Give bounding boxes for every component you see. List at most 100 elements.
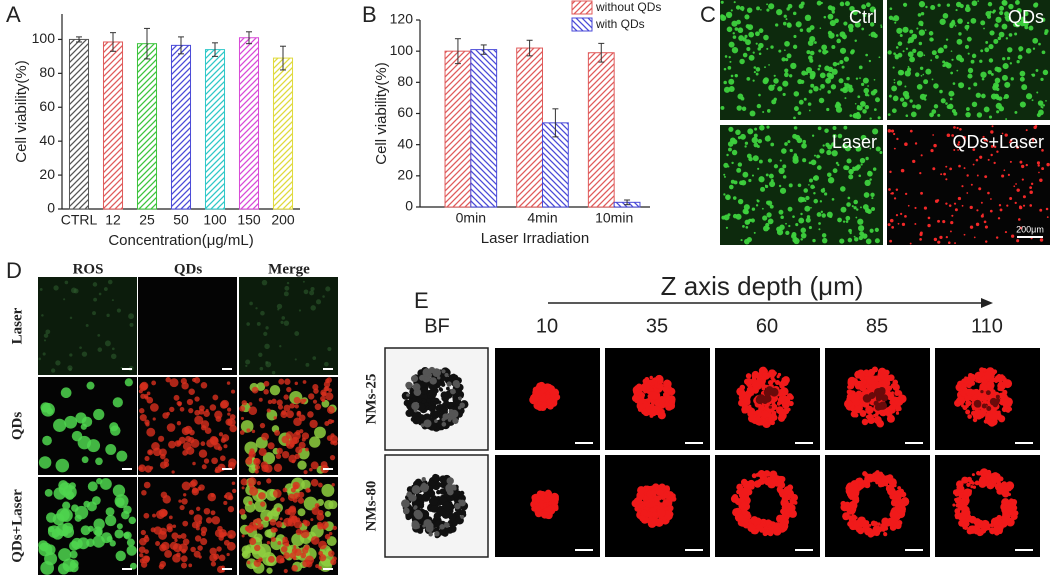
cell-spot — [249, 302, 253, 306]
bar — [239, 38, 258, 209]
cell-spot — [784, 69, 788, 73]
cell-spot — [295, 430, 300, 435]
cell-spot — [1007, 57, 1010, 60]
cell-spot — [268, 556, 275, 563]
legend-label: without QDs — [595, 0, 661, 14]
cell-spot — [242, 534, 245, 537]
cell-spot — [980, 49, 983, 52]
cell-spot — [894, 79, 896, 81]
spheroid-spot — [768, 371, 771, 374]
cell-spot — [43, 352, 46, 355]
spheroid-spot — [976, 376, 979, 379]
cell-spot — [1032, 73, 1035, 76]
cell-spot — [257, 523, 264, 530]
spheroid-spot — [851, 403, 854, 406]
spheroid-spot — [975, 379, 978, 382]
cell-spot — [147, 449, 153, 455]
cell-spot — [843, 126, 847, 130]
cell-spot — [296, 529, 302, 535]
cell-spot — [738, 199, 743, 204]
spheroid-spot — [1002, 513, 1011, 522]
spheroid-spot — [984, 371, 993, 380]
cell-spot — [93, 298, 97, 302]
spheroid-spot — [645, 497, 649, 501]
cell-spot — [930, 149, 933, 152]
cell-spot — [937, 241, 940, 244]
cell-spot — [919, 233, 922, 236]
cell-spot — [1005, 118, 1007, 120]
cell-spot — [86, 324, 89, 327]
cell-spot — [282, 539, 289, 546]
spheroid-spot — [411, 402, 419, 410]
cell-spot — [908, 66, 910, 68]
cell-spot — [726, 227, 728, 229]
spheroid-spot — [996, 398, 1001, 403]
cell-spot — [75, 515, 82, 522]
spheroid-spot — [671, 493, 676, 498]
spheroid-spot — [963, 526, 966, 529]
cell-spot — [928, 217, 931, 220]
cell-spot — [315, 503, 320, 508]
cell-spot — [768, 218, 774, 224]
cell-spot — [981, 94, 986, 99]
cell-spot — [846, 77, 850, 81]
cell-spot — [988, 159, 990, 161]
spheroid-spot — [542, 407, 545, 410]
spheroid-spot — [850, 518, 854, 522]
cell-spot — [259, 398, 263, 402]
spheroid-spot — [783, 486, 791, 494]
cell-spot — [820, 200, 822, 202]
cell-spot — [910, 130, 913, 133]
cell-spot — [293, 545, 296, 548]
cell-spot — [768, 3, 774, 9]
cell-spot — [762, 111, 764, 113]
spheroid-spot — [416, 397, 422, 403]
cell-spot — [889, 95, 892, 98]
cell-spot — [732, 150, 737, 155]
cell-spot — [249, 448, 254, 453]
cell-spot — [800, 29, 803, 32]
cell-spot — [742, 225, 745, 228]
cell-spot — [763, 226, 769, 232]
cell-spot — [88, 526, 94, 532]
spheroid-spot — [734, 508, 741, 515]
cell-spot — [813, 192, 815, 194]
cell-spot — [756, 6, 760, 10]
cell-spot — [941, 98, 946, 103]
cell-spot — [870, 229, 874, 233]
micrograph — [239, 277, 338, 375]
cell-spot — [252, 387, 259, 394]
cell-spot — [276, 521, 283, 528]
cell-spot — [93, 518, 104, 529]
cell-spot — [780, 160, 782, 162]
cell-spot — [888, 50, 892, 54]
spheroid-spot — [452, 418, 458, 424]
cell-spot — [160, 528, 167, 535]
cell-spot — [286, 431, 294, 439]
cell-spot — [204, 458, 209, 463]
cell-spot — [151, 527, 156, 532]
cell-spot — [145, 535, 149, 539]
spheroid-spot — [452, 521, 458, 527]
cell-spot — [224, 495, 227, 498]
cell-spot — [766, 126, 769, 129]
cell-spot — [915, 72, 919, 76]
cell-spot — [282, 451, 289, 458]
cell-spot — [768, 64, 770, 66]
cell-spot — [298, 508, 306, 516]
cell-spot — [741, 239, 743, 241]
cell-spot — [144, 420, 149, 425]
spheroid-spot — [412, 485, 421, 494]
x-tick-label: 12 — [105, 212, 121, 228]
spheroid-spot — [431, 409, 434, 412]
cell-spot — [896, 138, 898, 140]
cell-spot — [879, 151, 882, 154]
cell-spot — [756, 67, 761, 72]
cell-spot — [1015, 0, 1020, 5]
spheroid-spot — [960, 390, 966, 396]
cell-spot — [258, 353, 262, 357]
row-header: QDs — [9, 412, 25, 441]
cell-spot — [144, 549, 149, 554]
cell-spot — [116, 451, 127, 462]
cell-spot — [1019, 50, 1021, 52]
